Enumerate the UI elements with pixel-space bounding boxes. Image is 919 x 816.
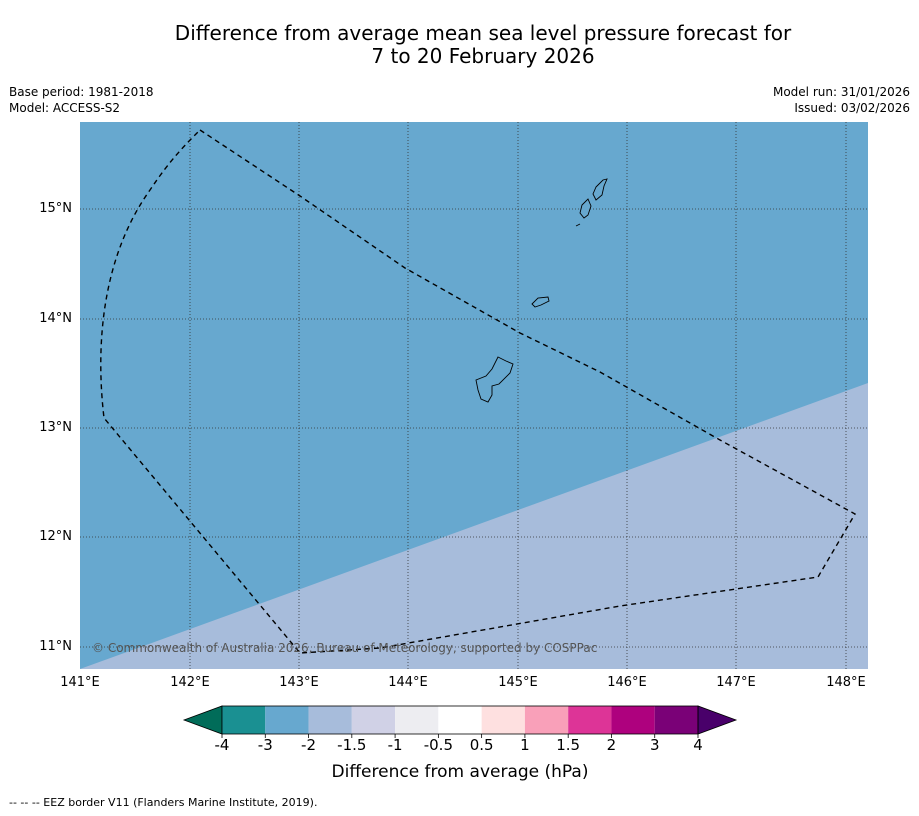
lon-label-141e: 141°E [60,675,100,690]
colorbar [182,705,738,738]
copyright-notice: © Commonwealth of Australia 2026, Bureau… [92,641,598,655]
colorbar-under-arrow [182,705,223,735]
colorbar-tick-label: 3 [649,736,660,754]
colorbar-tick-label: 0.5 [469,736,494,754]
island-saipan [592,178,608,201]
lat-label-14n: 14°N [39,311,72,326]
model-name: Model: ACCESS-S2 [9,101,121,115]
lon-label-146e: 146°E [607,675,647,690]
title-line-2: 7 to 20 February 2026 [371,44,595,68]
colorbar-bin [611,706,655,734]
map-gridlines [80,122,868,669]
model-run: Model run: 31/01/2026 [772,85,910,99]
meta-left: Base period: 1981-2018 Model: ACCESS-S2 [9,84,154,116]
lat-label-12n: 12°N [39,529,72,544]
colorbar-tick-label: -1.5 [337,736,367,754]
lat-label-15n: 15°N [39,201,72,216]
colorbar-tick-label: -1 [387,736,403,754]
island-rota [531,296,550,308]
colorbar-bin [222,706,266,734]
colorbar-bin [438,706,482,734]
colorbar-bin [524,706,569,734]
lon-label-147e: 147°E [716,675,756,690]
eez-border [100,129,856,654]
colorbar-bin [568,706,612,734]
colorbar-tick-label: -3 [257,736,273,754]
colorbar-tick-label: 1.5 [556,736,581,754]
lat-label-11n: 11°N [39,639,72,654]
colorbar-bin [481,706,525,734]
colorbar-bin [654,706,698,734]
title-line-1: Difference from average mean sea level p… [174,21,792,45]
island-aguijan [575,223,581,227]
issued-date: Issued: 03/02/2026 [794,101,910,115]
colorbar-tick-label: 2 [606,736,617,754]
island-guam [475,356,514,403]
base-period: Base period: 1981-2018 [9,85,154,99]
colorbar-title: Difference from average (hPa) [331,762,589,782]
lon-label-145e: 145°E [498,675,538,690]
colorbar-bin [308,706,352,734]
colorbar-tick-label: -0.5 [423,736,453,754]
eez-footnote: -- -- -- EEZ border V11 (Flanders Marine… [9,796,318,809]
colorbar-tick-label: -4 [214,736,230,754]
colorbar-bin [351,706,396,734]
lon-label-148e: 148°E [826,675,866,690]
meta-right: Model run: 31/01/2026 Issued: 03/02/2026 [773,84,910,116]
lon-label-143e: 143°E [279,675,319,690]
lat-label-13n: 13°N [39,420,72,435]
colorbar-tick-label: -2 [301,736,317,754]
colorbar-bin [395,706,439,734]
colorbar-over-arrow [697,705,738,735]
colorbar-tick-label: 4 [693,736,703,754]
lon-label-144e: 144°E [388,675,428,690]
coastlines [475,178,608,403]
colorbar-tick-label: 1 [520,736,530,754]
lon-label-142e: 142°E [170,675,210,690]
colorbar-frame [221,705,699,735]
map-title: Difference from average mean sea level p… [80,22,886,68]
map-region-b [80,383,868,669]
colorbar-bin [265,706,309,734]
island-tinian [579,198,592,219]
